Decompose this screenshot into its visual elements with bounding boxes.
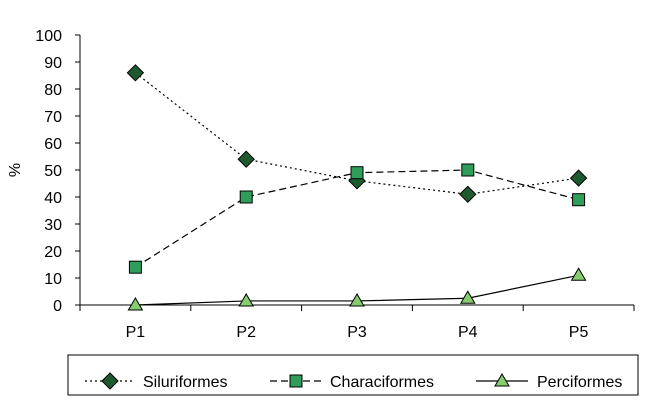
- y-axis-label: %: [7, 163, 24, 177]
- characiformes-point-p4: [461, 163, 475, 177]
- y-tick-label: 20: [44, 244, 62, 261]
- y-tick-label: 30: [44, 217, 62, 234]
- characiformes-point-p5: [572, 193, 586, 207]
- legend: Siluriformes Characiformes Perciformes: [67, 354, 639, 396]
- legend-box: [67, 354, 639, 396]
- y-tick-label: 80: [44, 82, 62, 99]
- axes: %: [7, 35, 634, 306]
- perciformes-point-p2: [238, 292, 255, 307]
- legend-siluriformes-marker: [101, 372, 119, 390]
- perciformes-point-p4: [459, 290, 476, 304]
- y-tick-label: 10: [44, 271, 62, 288]
- legend-label-perciformes: Perciformes: [537, 374, 622, 391]
- tick-group: 0 10 20 30 40 50 60 70 80 90 100 P1 P2 P3 P4 P5: [35, 28, 635, 341]
- legend-perciformes-marker: [494, 373, 510, 387]
- siluriformes-point-p4: [459, 185, 477, 204]
- characiformes-point-p3: [350, 166, 364, 180]
- y-tick-label: 90: [44, 55, 62, 72]
- y-tick-label: 0: [53, 298, 62, 315]
- y-tick-label: 100: [35, 28, 62, 45]
- perciformes-point-p1: [127, 297, 144, 311]
- y-tick-label: 70: [44, 109, 62, 126]
- legend-characiformes-marker: [289, 374, 303, 388]
- x-tick-label: P5: [569, 324, 589, 341]
- x-tick-label: P4: [458, 324, 478, 341]
- legend-label-siluriformes: Siluriformes: [143, 374, 227, 391]
- perciformes-point-p5: [570, 267, 587, 281]
- siluriformes-point-p5: [569, 169, 588, 187]
- legend-label-characiformes: Characiformes: [330, 374, 434, 391]
- y-tick-label: 40: [44, 190, 62, 207]
- perciformes-point-p3: [349, 292, 365, 307]
- siluriformes-point-p1: [126, 64, 145, 82]
- x-tick-label: P2: [236, 324, 256, 341]
- x-tick-label: P3: [347, 324, 367, 341]
- siluriformes-point-p2: [237, 150, 255, 168]
- x-tick-label: P1: [126, 324, 146, 341]
- y-tick-label: 50: [44, 163, 62, 180]
- characiformes-point-p1: [128, 260, 142, 274]
- characiformes-point-p2: [239, 190, 253, 204]
- legend-keys: [85, 372, 528, 390]
- y-tick-label: 60: [44, 136, 62, 153]
- series-markers: [126, 64, 588, 311]
